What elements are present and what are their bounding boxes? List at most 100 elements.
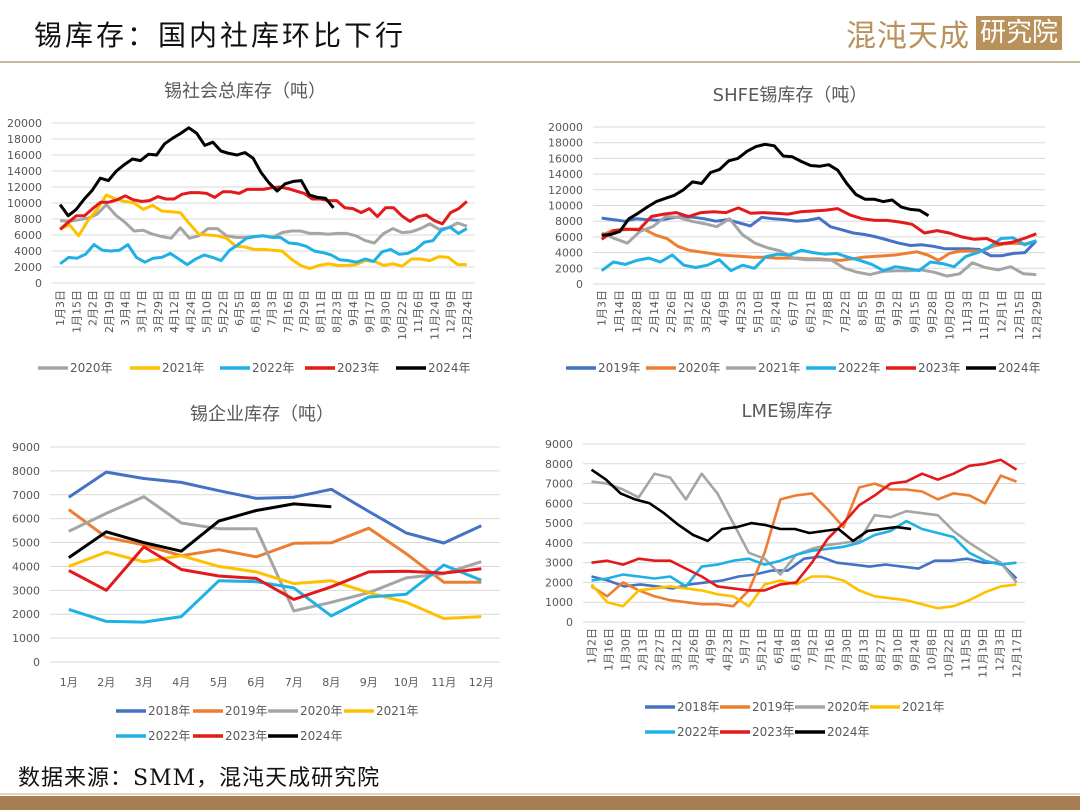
legend-label: 2019年 (225, 704, 268, 718)
x-tick-label: 7月8日 (822, 290, 835, 326)
x-tick-label: 3月29日 (152, 290, 165, 333)
y-tick-label: 16000 (548, 152, 583, 165)
legend-label: 2022年 (252, 361, 295, 375)
y-tick-label: 5000 (545, 517, 573, 530)
legend-label: 2024年 (428, 361, 471, 375)
legend-label: 2023年 (918, 361, 961, 375)
x-tick-label: 2月14日 (648, 290, 661, 333)
y-tick-label: 0 (576, 278, 583, 291)
legend-label: 2023年 (337, 361, 380, 375)
legend-label: 2022年 (838, 361, 881, 375)
legend-label: 2021年 (376, 704, 419, 718)
legend-label: 2023年 (225, 729, 268, 743)
x-tick-label: 9月30日 (380, 290, 393, 333)
y-tick-label: 20000 (7, 117, 42, 130)
chart-title: 锡企业库存（吨） (190, 404, 334, 425)
series-line-2022年 (600, 236, 1037, 273)
y-tick-label: 5000 (12, 537, 40, 550)
y-tick-label: 4000 (14, 245, 42, 258)
y-tick-label: 2000 (555, 262, 583, 275)
x-tick-label: 2月2日 (87, 290, 100, 326)
x-tick-label: 10月8日 (926, 628, 939, 671)
y-tick-label: 16000 (7, 149, 42, 162)
series-line-2022年 (68, 563, 482, 624)
x-tick-label: 4月12日 (168, 290, 181, 333)
series-line-2024年 (590, 468, 912, 543)
x-tick-label: 2月 (97, 676, 115, 689)
x-tick-label: 5月24日 (770, 290, 783, 333)
x-tick-label: 11月3日 (961, 290, 974, 333)
x-tick-label: 1月28日 (630, 290, 643, 333)
x-tick-label: 12月17日 (1011, 628, 1024, 678)
x-tick-label: 8月13日 (858, 628, 871, 671)
chart-social: 锡社会总库存（吨） 0 2000 4000 6000 8000 10000 12000 1400… (7, 81, 475, 375)
series-line-2021年 (59, 193, 467, 271)
x-tick-label: 4月9日 (705, 628, 718, 664)
y-tick-label: 14000 (7, 165, 42, 178)
series-line-2021年 (590, 575, 1017, 610)
x-tick-label: 3月12日 (683, 290, 696, 333)
logo-text: 混沌天成 (846, 19, 970, 54)
series-line-2024年 (601, 142, 930, 237)
x-tick-label: 6月21日 (804, 290, 817, 333)
footer-divider (0, 793, 1080, 795)
series-line-2020年 (68, 495, 482, 613)
x-tick-label: 3月12日 (671, 628, 684, 671)
x-tick-label: 8月11日 (314, 290, 327, 333)
y-tick-label: 10000 (548, 200, 583, 213)
page-title: 锡库存：国内社库环比下行 (34, 19, 407, 52)
x-tick-label: 3月17日 (135, 290, 148, 333)
x-tick-label: 2月19日 (103, 290, 116, 333)
x-tick-label: 1月3日 (54, 290, 67, 326)
x-tick-label: 10月22日 (943, 628, 956, 678)
x-tick-label: 9月2日 (891, 290, 904, 326)
y-tick-label: 7000 (12, 489, 40, 502)
x-tick-label: 6月5日 (233, 290, 246, 326)
y-tick-label: 8000 (14, 213, 42, 226)
x-tick-label: 5月10日 (752, 290, 765, 333)
x-tick-label: 2月27日 (654, 628, 667, 671)
x-tick-label: 11月6日 (412, 290, 425, 333)
y-tick-label: 8000 (555, 215, 583, 228)
legend-label: 2018年 (148, 704, 191, 718)
y-tick-label: 2000 (14, 261, 42, 274)
y-tick-label: 8000 (545, 458, 573, 471)
x-tick-label: 1月14日 (613, 290, 626, 333)
series-line-2019年 (590, 474, 1017, 608)
chart-title: 锡社会总库存（吨） (164, 81, 326, 102)
legend-label: 2024年 (827, 725, 870, 739)
series-line-2022年 (591, 519, 1017, 588)
y-tick-label: 10000 (7, 197, 42, 210)
x-tick-label: 6月7日 (787, 290, 800, 326)
x-tick-label: 12月24日 (461, 290, 474, 340)
x-tick-label: 1月30日 (620, 628, 633, 671)
y-tick-label: 2000 (12, 608, 40, 621)
legend-label: 2022年 (677, 725, 720, 739)
x-tick-label: 5月22日 (217, 290, 230, 333)
legend-label: 2021年 (162, 361, 205, 375)
x-tick-label: 5月10日 (201, 290, 214, 333)
x-tick-label: 9月 (360, 676, 378, 689)
series-line-2020年 (591, 472, 1018, 584)
legend-label: 2022年 (148, 729, 191, 743)
x-tick-label: 1月15日 (70, 290, 83, 333)
x-tick-label: 12月 (469, 676, 494, 689)
x-tick-label: 7月16日 (824, 628, 837, 671)
series-line-2019年 (67, 508, 482, 584)
y-tick-label: 4000 (555, 247, 583, 260)
x-tick-label: 4月9日 (717, 290, 730, 326)
x-tick-label: 8月 (322, 676, 340, 689)
y-tick-label: 9000 (545, 438, 573, 451)
x-tick-label: 1月 (60, 676, 78, 689)
x-tick-label: 2月26日 (665, 290, 678, 333)
x-tick-label: 1月3日 (596, 290, 609, 326)
x-tick-label: 3月26日 (688, 628, 701, 671)
x-tick-label: 6月18日 (249, 290, 262, 333)
x-tick-label: 7月30日 (841, 628, 854, 671)
x-tick-label: 8月19日 (874, 290, 887, 333)
chart-title: SHFE锡库存（吨） (713, 85, 868, 106)
y-tick-label: 0 (33, 656, 40, 669)
x-tick-label: 11月19日 (977, 628, 990, 678)
header-divider (0, 61, 1080, 63)
